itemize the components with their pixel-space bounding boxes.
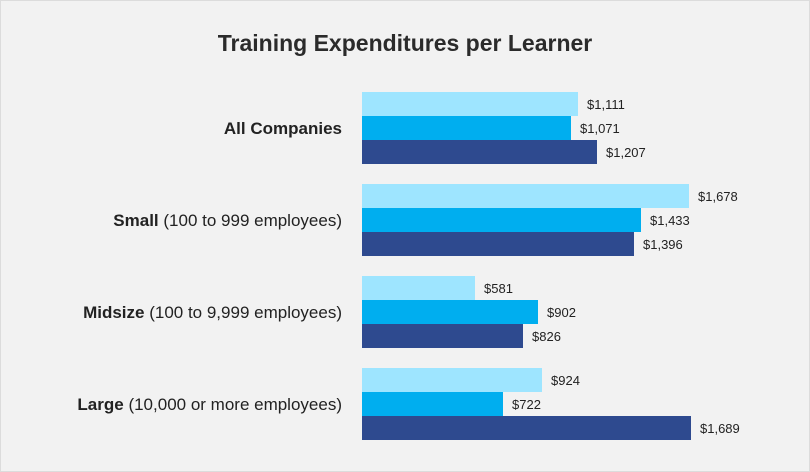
category-label: All Companies: [224, 119, 342, 138]
bar: [362, 232, 634, 256]
bar: [362, 416, 691, 440]
bar: [362, 116, 571, 140]
category-label: Large (10,000 or more employees): [77, 395, 342, 414]
bar: [362, 324, 523, 348]
category-detail: (100 to 9,999 employees): [144, 303, 342, 322]
value-label: $1,071: [580, 121, 620, 136]
bar: [362, 276, 475, 300]
category-name: All Companies: [224, 119, 342, 138]
value-label: $924: [551, 373, 580, 388]
value-label: $1,111: [587, 97, 625, 112]
bar: [362, 184, 689, 208]
value-label: $1,433: [650, 213, 690, 228]
bar: [362, 392, 503, 416]
category-label: Small (100 to 999 employees): [113, 211, 342, 230]
bar: [362, 368, 542, 392]
bar: [362, 208, 641, 232]
value-label: $902: [547, 305, 576, 320]
value-label: $581: [484, 281, 513, 296]
value-label: $1,207: [606, 145, 646, 160]
category-name: Midsize: [83, 303, 144, 322]
chart-title: Training Expenditures per Learner: [217, 30, 593, 56]
bar: [362, 140, 597, 164]
value-label: $1,678: [698, 189, 738, 204]
value-label: $1,396: [643, 237, 683, 252]
value-label: $1,689: [700, 421, 740, 436]
value-label: $722: [512, 397, 541, 412]
value-label: $826: [532, 329, 561, 344]
category-name: Small: [113, 211, 158, 230]
category-name: Large: [77, 395, 123, 414]
category-detail: (100 to 999 employees): [159, 211, 342, 230]
bar: [362, 92, 578, 116]
category-detail: (10,000 or more employees): [124, 395, 342, 414]
category-label: Midsize (100 to 9,999 employees): [83, 303, 342, 322]
bar: [362, 300, 538, 324]
